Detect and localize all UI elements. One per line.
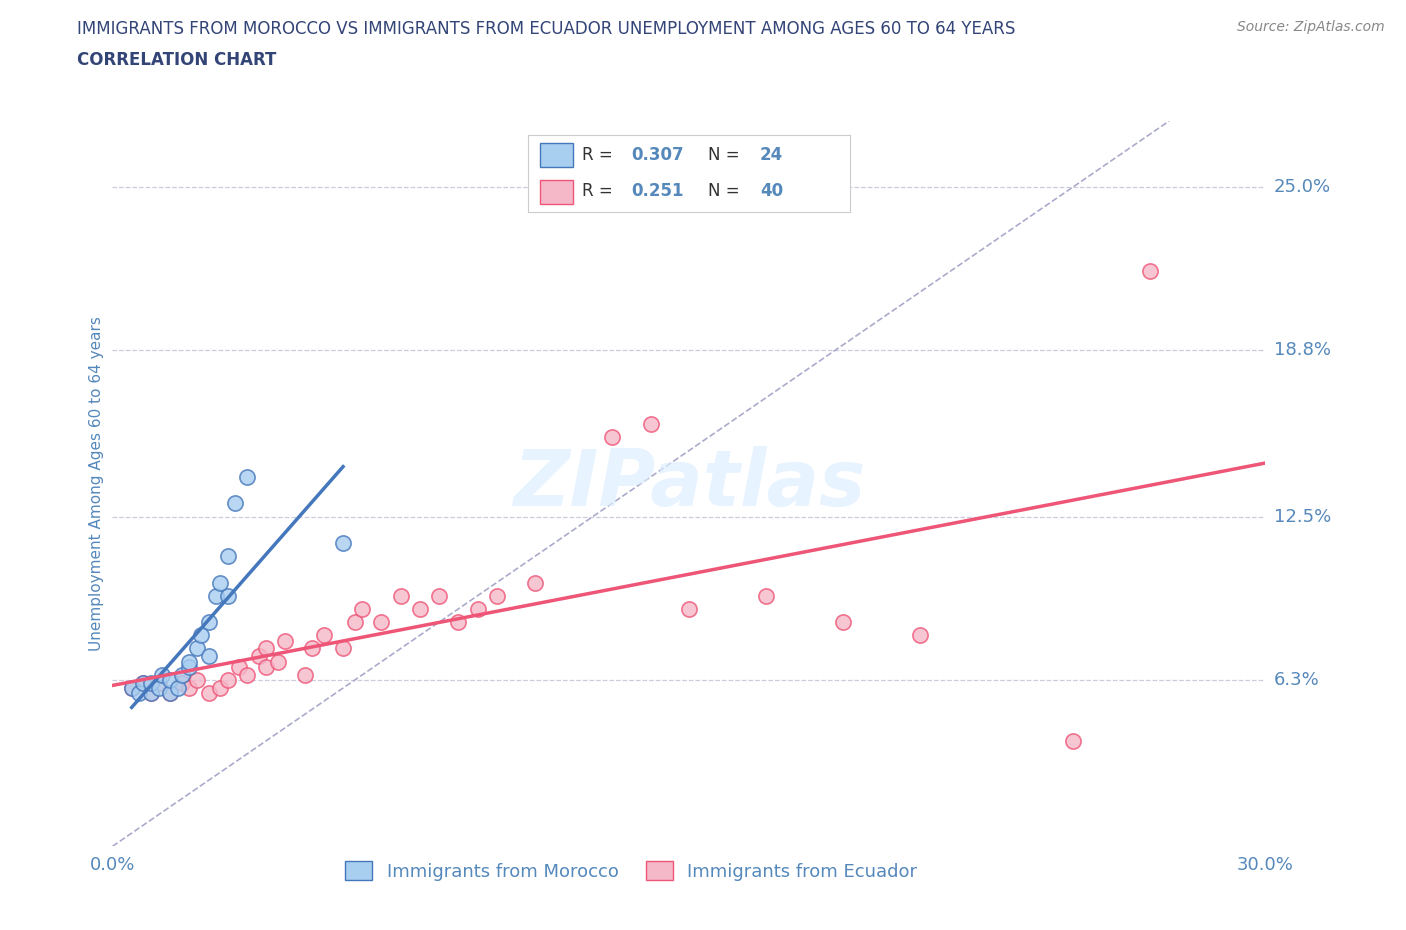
Point	[447, 615, 470, 630]
Point	[224, 496, 246, 511]
Point	[159, 685, 181, 700]
Point	[139, 685, 162, 700]
Text: 18.8%: 18.8%	[1274, 341, 1330, 359]
Point	[294, 668, 316, 683]
Legend: Immigrants from Morocco, Immigrants from Ecuador: Immigrants from Morocco, Immigrants from…	[337, 855, 925, 888]
Point	[600, 430, 623, 445]
Point	[152, 668, 174, 683]
Text: 6.3%: 6.3%	[1274, 671, 1319, 689]
Point	[179, 654, 201, 669]
Point	[159, 672, 181, 687]
Point	[186, 641, 208, 656]
Point	[427, 589, 450, 604]
Point	[254, 659, 277, 674]
Point	[190, 628, 212, 643]
Point	[148, 681, 170, 696]
Point	[467, 602, 489, 617]
Text: Source: ZipAtlas.com: Source: ZipAtlas.com	[1237, 20, 1385, 34]
Point	[217, 589, 239, 604]
Point	[678, 602, 700, 617]
Text: IMMIGRANTS FROM MOROCCO VS IMMIGRANTS FROM ECUADOR UNEMPLOYMENT AMONG AGES 60 TO: IMMIGRANTS FROM MOROCCO VS IMMIGRANTS FR…	[77, 20, 1015, 38]
Text: 12.5%: 12.5%	[1274, 508, 1331, 525]
Point	[121, 681, 143, 696]
Point	[186, 672, 208, 687]
Point	[236, 470, 259, 485]
Point	[205, 589, 228, 604]
Point	[908, 628, 931, 643]
Point	[332, 536, 354, 551]
Point	[332, 641, 354, 656]
Point	[352, 602, 374, 617]
Point	[166, 681, 188, 696]
Point	[409, 602, 432, 617]
Text: ZIPatlas: ZIPatlas	[513, 445, 865, 522]
Point	[274, 633, 297, 648]
Point	[148, 675, 170, 690]
Point	[209, 575, 232, 590]
Text: CORRELATION CHART: CORRELATION CHART	[77, 51, 277, 69]
Point	[343, 615, 366, 630]
Point	[132, 675, 155, 690]
Point	[389, 589, 412, 604]
Point	[139, 675, 162, 690]
Point	[831, 615, 853, 630]
Point	[228, 659, 250, 674]
Point	[197, 649, 219, 664]
Point	[132, 675, 155, 690]
Point	[485, 589, 508, 604]
Point	[236, 668, 259, 683]
Point	[139, 685, 162, 700]
Point	[179, 681, 201, 696]
Point	[640, 417, 662, 432]
Point	[170, 675, 193, 690]
Point	[301, 641, 323, 656]
Point	[524, 575, 547, 590]
Point	[1062, 734, 1084, 749]
Point	[217, 549, 239, 564]
Point	[170, 668, 193, 683]
Point	[209, 681, 232, 696]
Point	[267, 654, 290, 669]
Point	[197, 685, 219, 700]
Point	[128, 685, 150, 700]
Point	[370, 615, 392, 630]
Point	[755, 589, 778, 604]
Point	[217, 672, 239, 687]
Point	[179, 659, 201, 674]
Point	[312, 628, 335, 643]
Point	[159, 685, 181, 700]
Y-axis label: Unemployment Among Ages 60 to 64 years: Unemployment Among Ages 60 to 64 years	[89, 316, 104, 651]
Point	[197, 615, 219, 630]
Point	[247, 649, 270, 664]
Point	[121, 681, 143, 696]
Point	[254, 641, 277, 656]
Text: 25.0%: 25.0%	[1274, 178, 1331, 196]
Point	[1139, 264, 1161, 279]
